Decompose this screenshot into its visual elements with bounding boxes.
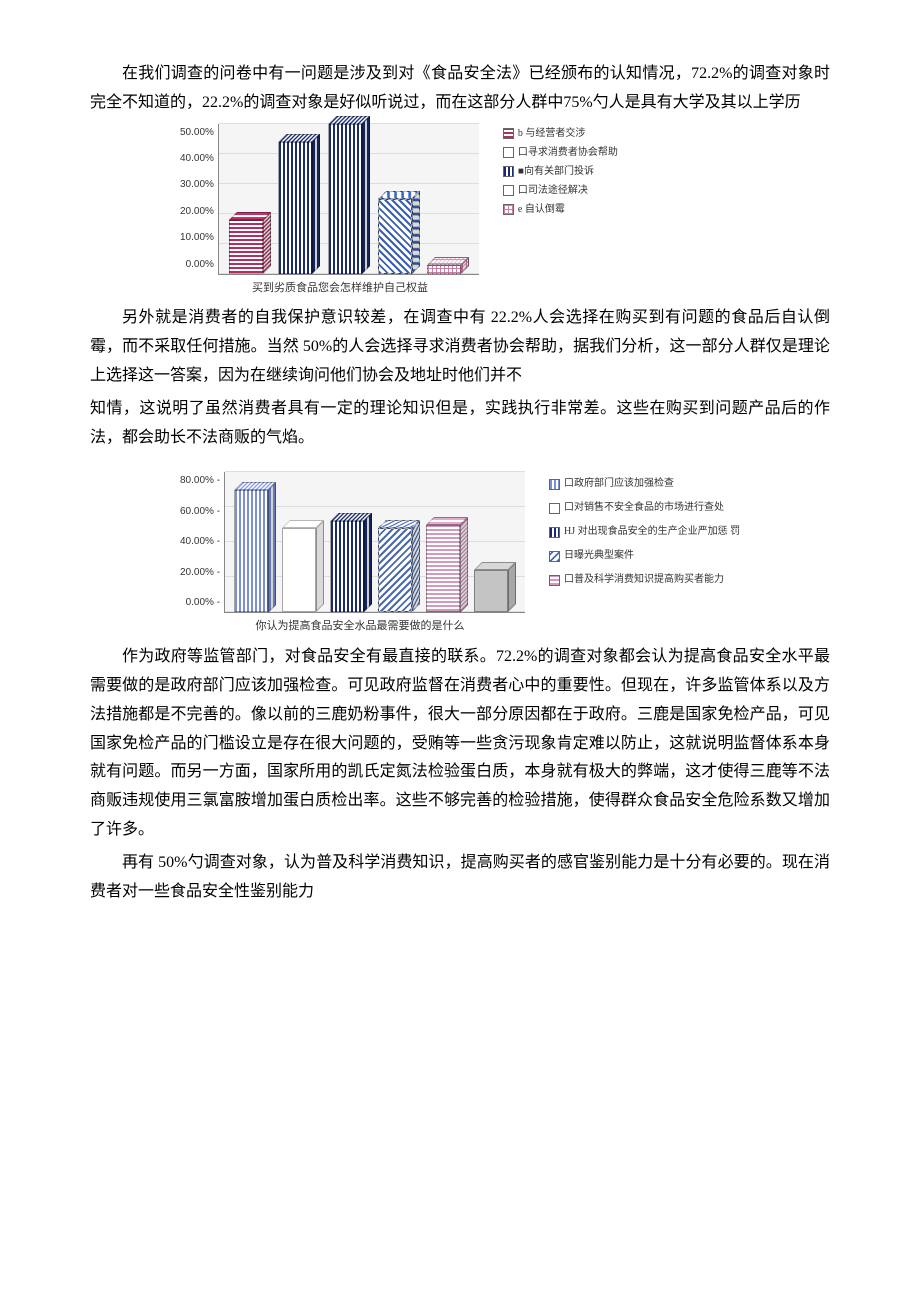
bar — [234, 490, 276, 613]
legend-swatch — [549, 575, 560, 586]
legend-item: 日曝光典型案件 — [549, 544, 740, 568]
y-tick-label: 0.00% — [186, 256, 214, 274]
legend-swatch — [503, 128, 514, 139]
legend-label: 口政府部门应该加强检查 — [564, 472, 674, 496]
bar — [474, 570, 516, 612]
legend-item: b 与经营者交涉 — [503, 124, 618, 143]
bar — [378, 528, 420, 612]
legend-label: 日曝光典型案件 — [564, 544, 634, 568]
paragraph-1: 在我们调查的问卷中有一问题是涉及到对《食品安全法》已经颁布的认知情况，72.2%… — [90, 60, 830, 118]
legend-swatch — [549, 551, 560, 562]
chart2-plot-area — [224, 472, 525, 613]
legend-label: e 自认倒霉 — [518, 200, 565, 219]
legend-swatch — [549, 479, 560, 490]
chart2-y-axis: 80.00% - 60.00% - 40.00% - 20.00% - 0.00% - — [180, 472, 224, 612]
legend-swatch — [549, 503, 560, 514]
legend-label: 口对销售不安全食品的市场进行查处 — [564, 496, 724, 520]
legend-item: 口政府部门应该加强检查 — [549, 472, 740, 496]
paragraph-4: 再有 50%勺调查对象，认为普及科学消费知识，提高购买者的感官鉴别能力是十分有必… — [90, 849, 830, 907]
bar — [427, 265, 469, 274]
y-tick-label: 40.00% — [180, 150, 214, 168]
legend-swatch — [549, 527, 560, 538]
y-tick-label: 0.00% - — [186, 594, 220, 612]
chart1-plot-area — [218, 124, 479, 275]
y-tick-label: 80.00% - — [180, 472, 220, 490]
chart1-caption: 买到劣质食品您会怎样维护自己权益 — [180, 279, 500, 299]
legend-swatch — [503, 147, 514, 158]
legend-label: 口寻求消费者协会帮助 — [518, 143, 618, 162]
paragraph-2a: 另外就是消费者的自我保护意识较差，在调查中有 22.2%人会选择在购买到有问题的… — [90, 304, 830, 390]
legend-item: 口普及科学消费知识提高购买者能力 — [549, 568, 740, 592]
bar — [282, 528, 324, 612]
legend-label: HJ 对出现食品安全的生产企业严加惩 罚 — [564, 520, 740, 544]
y-tick-label: 60.00% - — [180, 503, 220, 521]
paragraph-2b: 知情，这说明了虽然消费者具有一定的理论知识但是，实践执行非常差。这些在购买到问题… — [90, 395, 830, 453]
legend-swatch — [503, 204, 514, 215]
bar — [278, 142, 320, 274]
legend-item: e 自认倒霉 — [503, 200, 618, 219]
y-tick-label: 30.00% — [180, 176, 214, 194]
chart-1: 50.00% 40.00% 30.00% 20.00% 10.00% 0.00% b 与经… — [180, 124, 830, 299]
paragraph-3: 作为政府等监管部门，对食品安全有最直接的联系。72.2%的调查对象都会认为提高食… — [90, 643, 830, 845]
legend-swatch — [503, 166, 514, 177]
bar — [426, 525, 468, 613]
chart1-legend: b 与经营者交涉口寻求消费者协会帮助■向有关部门投诉口司法途径解决e 自认倒霉 — [503, 124, 618, 219]
chart2-legend: 口政府部门应该加强检查口对销售不安全食品的市场进行查处HJ 对出现食品安全的生产… — [549, 472, 740, 592]
legend-item: ■向有关部门投诉 — [503, 162, 618, 181]
chart2-caption: 你认为提高食品安全水品最需要做的是什么 — [180, 617, 540, 637]
legend-label: b 与经营者交涉 — [518, 124, 586, 143]
bar — [330, 521, 372, 612]
legend-item: 口对销售不安全食品的市场进行查处 — [549, 496, 740, 520]
chart-2: 80.00% -60.00% -40.00% -20.00% -0.00% - … — [180, 472, 830, 637]
bar — [378, 199, 420, 274]
legend-item: 口寻求消费者协会帮助 — [503, 143, 618, 162]
legend-label: 口司法途径解决 — [518, 181, 588, 200]
y-tick-label: 10.00% — [180, 229, 214, 247]
bar — [229, 220, 271, 274]
legend-item: 口司法途径解决 — [503, 181, 618, 200]
y-tick-label: 50.00% — [180, 124, 214, 142]
legend-item: HJ 对出现食品安全的生产企业严加惩 罚 — [549, 520, 740, 544]
y-tick-label: 20.00% - — [180, 564, 220, 582]
chart1-y-axis: 50.00% 40.00% 30.00% 20.00% 10.00% 0.00% — [180, 124, 218, 274]
legend-swatch — [503, 185, 514, 196]
legend-label: ■向有关部门投诉 — [518, 162, 594, 181]
y-tick-label: 20.00% — [180, 203, 214, 221]
y-tick-label: 40.00% - — [180, 533, 220, 551]
legend-label: 口普及科学消费知识提高购买者能力 — [564, 568, 724, 592]
bar — [328, 124, 370, 274]
